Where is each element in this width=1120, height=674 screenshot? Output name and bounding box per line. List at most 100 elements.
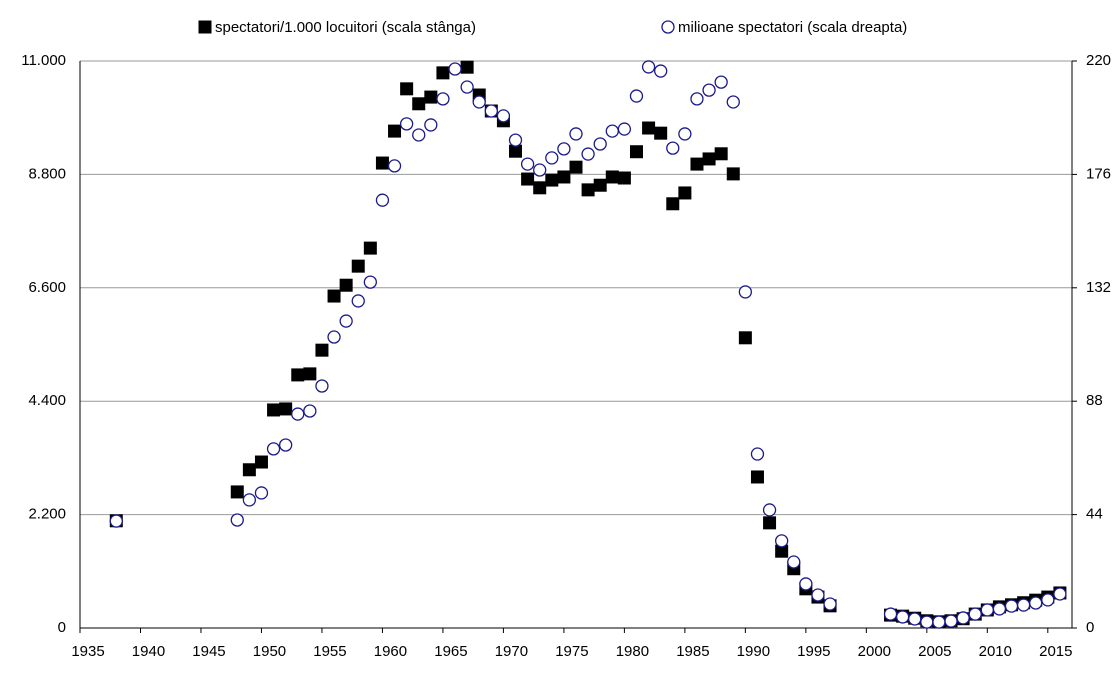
circle-marker: [508, 133, 523, 147]
x-tick-label: 1975: [555, 643, 588, 660]
circle-marker: [702, 83, 716, 97]
square-marker: [242, 463, 256, 477]
circle-marker: [605, 124, 619, 138]
square-marker: [654, 126, 668, 140]
circle-marker: [593, 137, 607, 151]
circle-marker: [883, 607, 898, 621]
circle-marker: [351, 294, 365, 308]
circle-marker: [920, 615, 934, 629]
circle-marker: [629, 89, 644, 103]
square-marker: [593, 178, 607, 192]
circle-marker: [968, 607, 982, 621]
circle-marker: [387, 159, 402, 173]
circle-marker: [1004, 599, 1019, 613]
circle-marker: [412, 128, 426, 142]
square-marker: [702, 152, 716, 166]
circle-marker: [641, 60, 656, 74]
circle-marker: [315, 379, 329, 393]
square-marker: [690, 157, 704, 171]
circle-marker: [472, 95, 486, 109]
circle-marker: [1029, 596, 1043, 610]
square-marker: [738, 331, 752, 345]
circle-marker: [254, 486, 269, 500]
y-tick-label: 11.000: [21, 52, 66, 69]
square-marker: [581, 183, 595, 197]
circle-marker: [327, 330, 341, 344]
circle-marker: [678, 127, 692, 141]
circle-marker: [895, 610, 910, 624]
square-marker: [509, 144, 523, 158]
circle-marker: [762, 503, 777, 517]
square-marker: [460, 60, 474, 74]
x-tick-label: 1935: [71, 643, 104, 660]
circle-marker: [714, 75, 728, 89]
circle-marker: [799, 577, 813, 591]
circle-marker: [424, 118, 438, 132]
square-marker: [351, 259, 365, 273]
square-marker: [533, 181, 547, 195]
square-marker: [230, 485, 244, 499]
square-marker: [412, 97, 426, 111]
circle-marker: [533, 163, 547, 177]
square-marker: [569, 160, 583, 174]
square-marker: [763, 516, 777, 530]
circle-marker: [726, 95, 740, 109]
circle-marker: [557, 142, 571, 156]
square-marker: [557, 170, 571, 184]
square-marker: [400, 82, 414, 96]
x-tick-label: 1990: [737, 643, 770, 660]
y2-tick-label: 88: [1086, 392, 1103, 409]
x-tick-label: 1965: [434, 643, 467, 660]
square-marker: [642, 121, 656, 135]
x-tick-label: 2000: [858, 643, 891, 660]
circle-marker: [520, 157, 535, 171]
y2-tick-label: 132: [1086, 279, 1111, 296]
square-marker: [291, 368, 305, 382]
circle-marker: [279, 438, 293, 452]
x-tick-label: 1985: [676, 643, 709, 660]
circle-marker: [944, 614, 958, 628]
circle-marker: [932, 615, 946, 629]
circle-marker: [908, 612, 922, 626]
x-tick-label: 1945: [192, 643, 225, 660]
x-tick-label: 1980: [616, 643, 649, 660]
square-marker: [375, 156, 389, 170]
y-tick-label: 0: [58, 619, 66, 636]
circle-marker: [545, 151, 559, 165]
circle-marker: [339, 314, 353, 328]
circle-marker: [1041, 593, 1055, 607]
x-tick-label: 1955: [313, 643, 346, 660]
y2-tick-label: 176: [1086, 165, 1111, 182]
square-marker: [545, 173, 559, 187]
square-marker: [198, 20, 212, 34]
circle-marker: [496, 109, 511, 123]
circle-marker: [375, 193, 390, 207]
square-marker: [363, 241, 377, 255]
circle-marker: [750, 447, 765, 461]
square-marker: [678, 186, 692, 200]
circle-marker: [738, 285, 753, 299]
square-marker: [714, 147, 728, 161]
circle-marker: [1053, 587, 1067, 601]
circle-marker: [617, 122, 632, 136]
square-marker: [629, 145, 643, 159]
circle-marker: [1016, 598, 1031, 612]
square-marker: [267, 403, 281, 417]
circle-marker: [787, 555, 801, 569]
legend-label: spectatori/1.000 locuitori (scala stânga…: [215, 19, 476, 36]
circle-marker: [956, 611, 970, 625]
circle-marker: [484, 104, 498, 118]
circle-marker: [436, 92, 450, 106]
square-marker: [303, 367, 317, 381]
square-marker: [388, 124, 402, 138]
y2-tick-label: 220: [1086, 52, 1111, 69]
square-marker: [436, 66, 450, 80]
legend-label: milioane spectatori (scala dreapta): [678, 19, 907, 36]
y-tick-label: 6.600: [28, 279, 66, 296]
x-tick-label: 2015: [1039, 643, 1072, 660]
square-marker: [254, 455, 268, 469]
y-tick-label: 4.400: [28, 392, 66, 409]
circle-marker: [581, 147, 595, 161]
x-tick-label: 1970: [495, 643, 528, 660]
